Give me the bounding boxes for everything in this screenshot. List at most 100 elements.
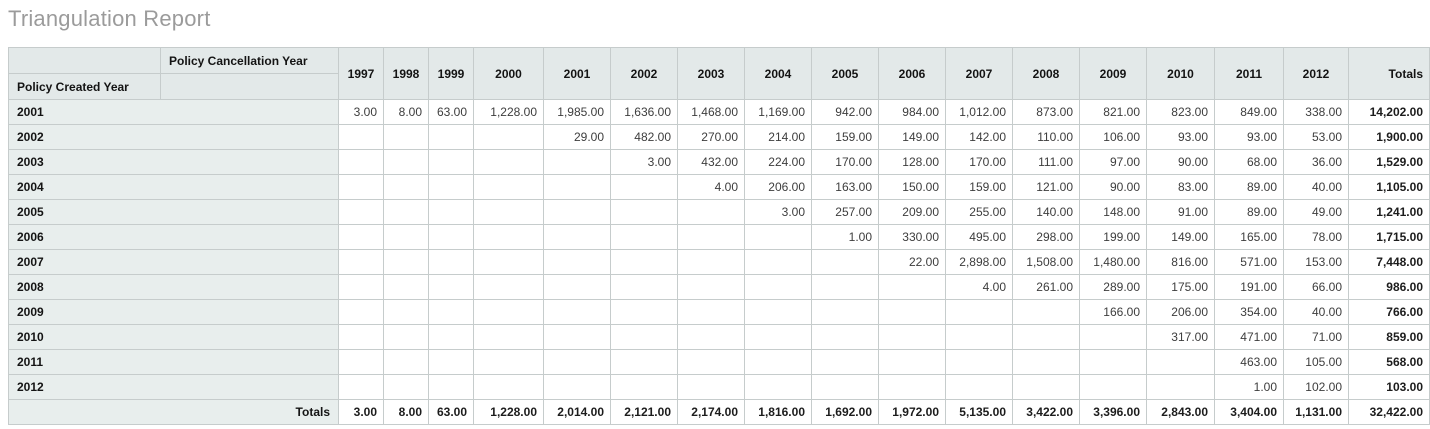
cell-2007-2006: 22.00 xyxy=(878,249,946,275)
cell-2007-2000 xyxy=(473,249,544,275)
data-row-2010: 2010 317.00 471.00 71.00 859.00 xyxy=(8,324,1430,350)
cell-2002-2000 xyxy=(473,124,544,150)
data-row-2002: 2002 29.00 482.00 270.00 214.00 159.00 149.00 1… xyxy=(8,124,1430,150)
year-column-header-2008: 2008 xyxy=(1012,47,1080,100)
cell-2007-2010: 816.00 xyxy=(1146,249,1215,275)
cell-2004-2004: 206.00 xyxy=(744,174,812,200)
cell-2003-2003: 432.00 xyxy=(677,149,745,175)
data-row-2004: 2004 4.00 206.00 163.00 150.00 159.00 121.00 90… xyxy=(8,174,1430,200)
cell-2007-2011: 571.00 xyxy=(1214,249,1284,275)
cell-2006-2010: 149.00 xyxy=(1146,224,1215,250)
row-label-2004: 2004 xyxy=(8,174,339,200)
year-column-header-1998: 1998 xyxy=(383,47,429,100)
column-total-2000: 1,228.00 xyxy=(473,399,544,425)
cell-2007-2007: 2,898.00 xyxy=(945,249,1013,275)
cell-2005-2010: 91.00 xyxy=(1146,199,1215,225)
column-total-2005: 1,692.00 xyxy=(811,399,879,425)
cell-2009-2000 xyxy=(473,299,544,325)
cell-2002-2003: 270.00 xyxy=(677,124,745,150)
year-column-header-2005: 2005 xyxy=(811,47,879,100)
cell-2006-2009: 199.00 xyxy=(1079,224,1147,250)
cell-2011-2007 xyxy=(945,349,1013,375)
row-total-2003: 1,529.00 xyxy=(1348,149,1430,175)
cell-2007-1999 xyxy=(428,249,474,275)
column-total-2001: 2,014.00 xyxy=(543,399,611,425)
cell-2002-1997 xyxy=(338,124,384,150)
cell-2001-2000: 1,228.00 xyxy=(473,99,544,125)
cell-2005-2012: 49.00 xyxy=(1283,199,1349,225)
data-row-2001: 2001 3.00 8.00 63.00 1,228.00 1,985.00 1,636.0… xyxy=(8,99,1430,125)
cell-2004-2011: 89.00 xyxy=(1214,174,1284,200)
cell-2002-2005: 159.00 xyxy=(811,124,879,150)
cell-2007-2008: 1,508.00 xyxy=(1012,249,1080,275)
year-column-header-2006: 2006 xyxy=(878,47,946,100)
cell-2002-1998 xyxy=(383,124,429,150)
row-total-2010: 859.00 xyxy=(1348,324,1430,350)
cell-2001-2005: 942.00 xyxy=(811,99,879,125)
cell-2002-2010: 93.00 xyxy=(1146,124,1215,150)
year-column-header-2002: 2002 xyxy=(610,47,678,100)
table-body: 2001 3.00 8.00 63.00 1,228.00 1,985.00 1,636.0… xyxy=(8,99,1430,425)
cell-2003-2000 xyxy=(473,149,544,175)
column-total-2007: 5,135.00 xyxy=(945,399,1013,425)
column-total-2002: 2,121.00 xyxy=(610,399,678,425)
column-total-2008: 3,422.00 xyxy=(1012,399,1080,425)
cell-2004-2006: 150.00 xyxy=(878,174,946,200)
cell-2009-1998 xyxy=(383,299,429,325)
cell-2003-2005: 170.00 xyxy=(811,149,879,175)
year-column-header-2011: 2011 xyxy=(1214,47,1284,100)
cell-2004-1997 xyxy=(338,174,384,200)
cell-2010-2009 xyxy=(1079,324,1147,350)
row-label-2012: 2012 xyxy=(8,374,339,400)
cell-2005-2000 xyxy=(473,199,544,225)
grand-total: 32,422.00 xyxy=(1348,399,1430,425)
row-total-2006: 1,715.00 xyxy=(1348,224,1430,250)
cell-2008-2012: 66.00 xyxy=(1283,274,1349,300)
column-total-2009: 3,396.00 xyxy=(1079,399,1147,425)
cell-2005-2003 xyxy=(677,199,745,225)
cell-2003-2002: 3.00 xyxy=(610,149,678,175)
cell-2006-2004 xyxy=(744,224,812,250)
column-total-2003: 2,174.00 xyxy=(677,399,745,425)
cell-2005-2005: 257.00 xyxy=(811,199,879,225)
cell-2007-2002 xyxy=(610,249,678,275)
row-label-2002: 2002 xyxy=(8,124,339,150)
cell-2010-2005 xyxy=(811,324,879,350)
cell-2010-2002 xyxy=(610,324,678,350)
year-column-header-2012: 2012 xyxy=(1283,47,1349,100)
cell-2012-2011: 1.00 xyxy=(1214,374,1284,400)
cell-2007-1998 xyxy=(383,249,429,275)
cell-2009-2004 xyxy=(744,299,812,325)
cell-2008-2009: 289.00 xyxy=(1079,274,1147,300)
cell-2001-2004: 1,169.00 xyxy=(744,99,812,125)
cell-2003-1998 xyxy=(383,149,429,175)
cell-2012-2003 xyxy=(677,374,745,400)
cell-2008-1997 xyxy=(338,274,384,300)
totals-column-header: Totals xyxy=(1348,47,1430,100)
cell-2010-2007 xyxy=(945,324,1013,350)
cell-2012-2005 xyxy=(811,374,879,400)
cell-2004-2010: 83.00 xyxy=(1146,174,1215,200)
cell-2001-2006: 984.00 xyxy=(878,99,946,125)
cell-2004-1999 xyxy=(428,174,474,200)
row-total-2012: 103.00 xyxy=(1348,374,1430,400)
cell-2010-2012: 71.00 xyxy=(1283,324,1349,350)
row-total-2008: 986.00 xyxy=(1348,274,1430,300)
cell-2009-2009: 166.00 xyxy=(1079,299,1147,325)
row-total-2001: 14,202.00 xyxy=(1348,99,1430,125)
cell-2001-2003: 1,468.00 xyxy=(677,99,745,125)
cell-2008-2006 xyxy=(878,274,946,300)
cell-2010-2004 xyxy=(744,324,812,350)
cell-2002-2007: 142.00 xyxy=(945,124,1013,150)
cell-2012-2008 xyxy=(1012,374,1080,400)
year-column-header-2004: 2004 xyxy=(744,47,812,100)
cell-2006-2002 xyxy=(610,224,678,250)
cell-2011-1997 xyxy=(338,349,384,375)
cell-2002-2006: 149.00 xyxy=(878,124,946,150)
cell-2004-2012: 40.00 xyxy=(1283,174,1349,200)
cell-2009-2005 xyxy=(811,299,879,325)
cell-2002-2009: 106.00 xyxy=(1079,124,1147,150)
cell-2004-2002 xyxy=(610,174,678,200)
column-total-2011: 3,404.00 xyxy=(1214,399,1284,425)
